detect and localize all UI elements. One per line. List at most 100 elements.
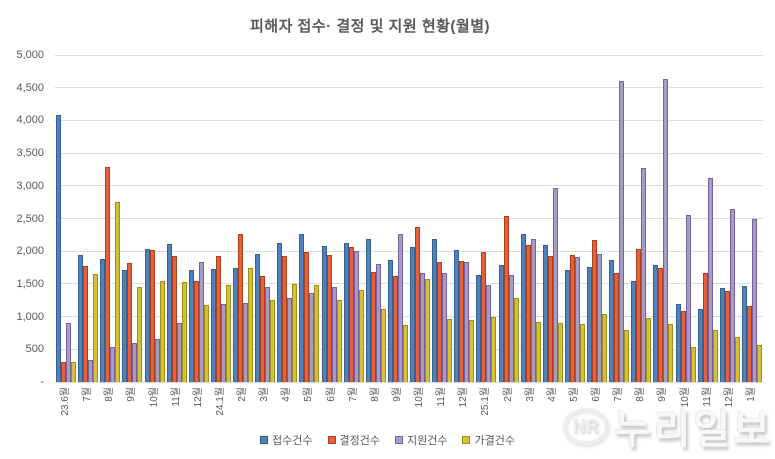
bar-decided-cases — [61, 361, 67, 382]
gridline — [55, 316, 763, 318]
x-tick-label: 7월 — [613, 387, 625, 402]
bar-group — [608, 55, 630, 382]
x-tick-label: 8월 — [369, 387, 381, 402]
gridline — [55, 119, 763, 121]
bar-decided-cases — [459, 261, 465, 382]
y-tick-label: 1,500 — [16, 277, 44, 290]
bar-decided-cases — [437, 261, 443, 382]
x-tick-label: 10월 — [679, 387, 691, 408]
bar-decided-cases — [304, 251, 310, 382]
x-tick-label: 4월 — [546, 387, 558, 402]
legend-label: 가결건수 — [474, 435, 515, 447]
bar-approved-cases — [668, 324, 674, 382]
bar-decided-cases — [238, 233, 244, 382]
bar-received-cases — [631, 281, 637, 382]
bar-decided-cases — [547, 255, 553, 382]
bar-supported-cases — [265, 287, 271, 382]
bar-approved-cases — [425, 278, 431, 382]
bar-decided-cases — [481, 251, 487, 382]
bar-approved-cases — [734, 336, 740, 382]
x-tick-label: 10월 — [148, 387, 160, 408]
bar-received-cases — [587, 266, 593, 382]
x-tick-label: 9월 — [391, 387, 403, 402]
bar-supported-cases — [663, 79, 669, 382]
bar-approved-cases — [203, 305, 209, 382]
bar-group — [321, 55, 343, 382]
bar-approved-cases — [447, 318, 453, 382]
bar-supported-cases — [243, 302, 249, 382]
x-tick-label: 7월 — [347, 387, 359, 402]
bar-decided-cases — [746, 306, 752, 382]
bar-received-cases — [542, 245, 548, 382]
bar-group — [387, 55, 409, 382]
bar-approved-cases — [292, 283, 298, 382]
bar-group — [55, 55, 77, 382]
bar-received-cases — [653, 264, 659, 382]
bar-group — [298, 55, 320, 382]
bar-received-cases — [166, 244, 172, 382]
bar-decided-cases — [193, 280, 199, 382]
x-tick-label: 12월 — [458, 387, 470, 408]
bar-group — [741, 55, 763, 382]
bar-received-cases — [454, 249, 460, 382]
bar-approved-cases — [469, 319, 475, 382]
bar-decided-cases — [636, 249, 642, 382]
x-tick-label: 9월 — [126, 387, 138, 402]
bar-supported-cases — [574, 257, 580, 382]
bar-decided-cases — [702, 273, 708, 382]
x-tick-label: 12월 — [723, 387, 735, 408]
bar-received-cases — [719, 287, 725, 382]
bar-supported-cases — [287, 298, 293, 382]
bar-group — [498, 55, 520, 382]
y-tick-label: 4,500 — [16, 81, 44, 94]
bar-supported-cases — [66, 323, 72, 382]
bar-decided-cases — [105, 166, 111, 382]
bar-received-cases — [56, 115, 62, 382]
bar-approved-cases — [159, 281, 165, 382]
legend-swatch-received-cases — [260, 436, 269, 444]
bar-group — [144, 55, 166, 382]
bar-supported-cases — [154, 338, 160, 382]
bar-group — [630, 55, 652, 382]
bar-received-cases — [144, 249, 150, 382]
bar-decided-cases — [260, 276, 266, 382]
gridline — [55, 250, 763, 252]
y-tick-label: 3,500 — [16, 147, 44, 160]
y-tick-label: - — [40, 376, 44, 388]
bar-group — [365, 55, 387, 382]
bar-decided-cases — [83, 265, 89, 382]
bar-received-cases — [365, 238, 371, 382]
bar-approved-cases — [690, 347, 696, 382]
bar-decided-cases — [215, 255, 221, 382]
bar-group — [121, 55, 143, 382]
bar-received-cases — [609, 259, 615, 382]
bar-approved-cases — [248, 268, 254, 382]
x-tick-label: 8월 — [635, 387, 647, 402]
bar-received-cases — [498, 264, 504, 382]
bar-received-cases — [100, 259, 106, 382]
bar-group — [586, 55, 608, 382]
bar-decided-cases — [127, 262, 133, 382]
bar-received-cases — [321, 245, 327, 382]
bar-supported-cases — [220, 304, 226, 382]
bar-supported-cases — [464, 262, 470, 382]
bar-supported-cases — [530, 238, 536, 382]
bar-group — [254, 55, 276, 382]
bar-group — [276, 55, 298, 382]
bar-approved-cases — [402, 325, 408, 382]
bar-approved-cases — [579, 323, 585, 382]
bar-decided-cases — [525, 245, 531, 382]
bar-group — [210, 55, 232, 382]
bar-decided-cases — [348, 247, 354, 382]
x-tick-label: 3월 — [524, 387, 536, 402]
y-tick-label: 1,000 — [16, 310, 44, 323]
bar-approved-cases — [270, 300, 276, 382]
bar-approved-cases — [115, 202, 121, 382]
bar-decided-cases — [149, 249, 155, 382]
legend: 접수건수 결정건수 지원건수 가결건수 — [0, 432, 775, 448]
bar-received-cases — [697, 308, 703, 382]
bar-approved-cases — [491, 316, 497, 382]
bar-approved-cases — [513, 297, 519, 382]
bar-approved-cases — [137, 287, 143, 382]
bar-received-cases — [410, 246, 416, 382]
